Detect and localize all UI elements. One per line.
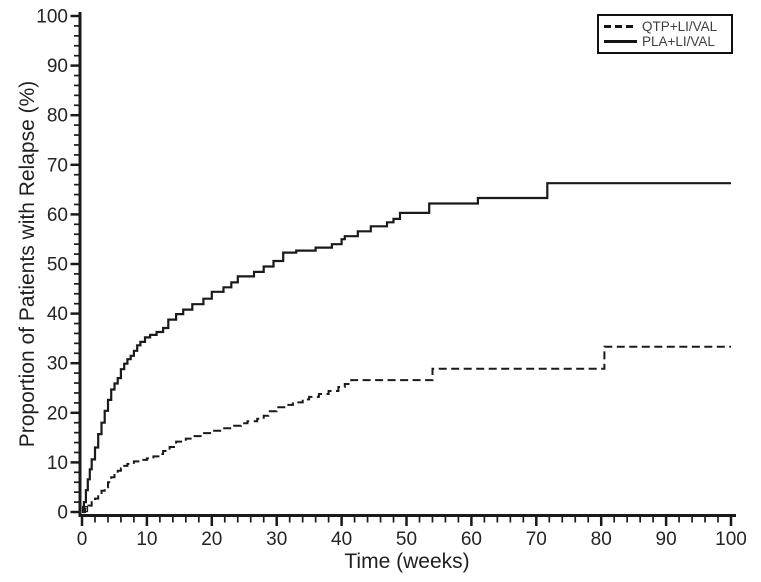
y-tick-label: 100 <box>36 7 68 28</box>
x-tick-label: 20 <box>201 529 222 550</box>
dashed-line-sample-icon <box>604 25 637 28</box>
x-tick-label: 50 <box>396 529 417 550</box>
solid-line-sample-icon <box>604 40 637 43</box>
y-tick-label: 10 <box>47 453 68 474</box>
y-tick-label: 40 <box>47 304 68 325</box>
y-axis-title: Proportion of Patients with Relapse (%) <box>16 80 39 448</box>
legend-item-qtp: QTP+LI/VAL <box>604 19 731 34</box>
x-tick-label: 60 <box>461 529 482 550</box>
legend-label-pla: PLA+LI/VAL <box>642 34 715 49</box>
origin-marker <box>81 505 89 513</box>
y-tick-label: 80 <box>47 106 68 127</box>
legend-item-pla: PLA+LI/VAL <box>604 34 731 49</box>
legend: QTP+LI/VAL PLA+LI/VAL <box>597 14 733 54</box>
x-tick-label: 30 <box>266 529 287 550</box>
x-tick-label: 10 <box>136 529 157 550</box>
x-axis-title: Time (weeks) <box>344 550 470 573</box>
x-tick-label: 70 <box>526 529 547 550</box>
y-tick-label: 20 <box>47 403 68 424</box>
x-tick-label: 90 <box>656 529 677 550</box>
curve-qtp-li-val <box>82 345 731 513</box>
y-tick-label: 30 <box>47 354 68 375</box>
x-tick-label: 80 <box>591 529 612 550</box>
legend-label-qtp: QTP+LI/VAL <box>642 19 718 34</box>
x-tick-label: 40 <box>331 529 352 550</box>
y-tick-label: 0 <box>57 503 68 524</box>
x-tick-label: 0 <box>77 529 88 550</box>
y-tick-label: 60 <box>47 205 68 226</box>
x-tick-label: 100 <box>715 529 747 550</box>
y-tick-label: 90 <box>47 56 68 77</box>
curve-pla-li-val <box>82 182 731 514</box>
y-tick-label: 70 <box>47 155 68 176</box>
y-tick-label: 50 <box>47 255 68 276</box>
